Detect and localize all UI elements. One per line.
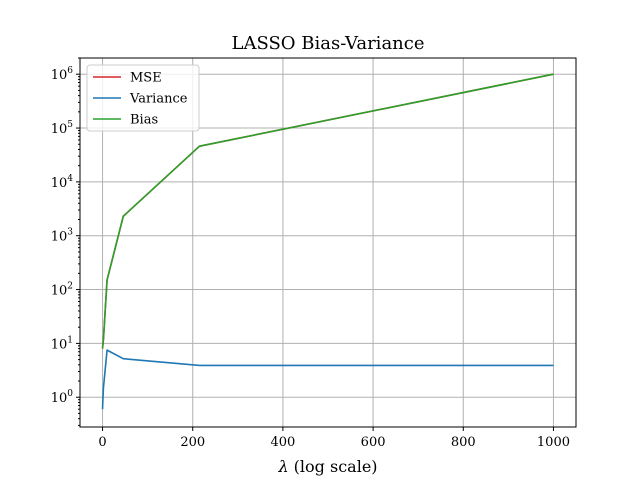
chart-title: LASSO Bias-Variance	[232, 33, 425, 54]
series-line-variance	[101, 349, 554, 410]
x-axis-label-symbol: λ	[277, 457, 288, 476]
y-tick-label: 102	[51, 282, 73, 299]
y-tick-label: 105	[51, 120, 74, 137]
x-tick-label: 0	[98, 435, 106, 450]
x-tick-label: 800	[451, 435, 476, 450]
legend: MSE Variance Bias	[86, 64, 200, 132]
y-axis: 100 101 102 103 104 105 106	[51, 57, 80, 426]
y-tick-label: 103	[51, 228, 74, 245]
x-tick-label: 400	[270, 435, 295, 450]
y-tick-label: 106	[51, 66, 74, 83]
x-tick-label: 600	[361, 435, 386, 450]
legend-label-variance: Variance	[129, 92, 188, 107]
series-layer	[101, 73, 554, 410]
y-tick-label: 100	[51, 389, 74, 406]
legend-label-bias: Bias	[130, 113, 158, 128]
x-axis-label-suffix: (log scale)	[289, 457, 378, 476]
legend-label-mse: MSE	[130, 71, 162, 86]
x-tick-label: 200	[180, 435, 205, 450]
y-tick-label: 101	[51, 335, 73, 352]
series-line-bias	[101, 73, 554, 349]
legend-box	[86, 64, 200, 132]
x-axis-label: λ (log scale)	[277, 457, 377, 476]
y-tick-label: 104	[51, 174, 74, 191]
x-axis: 0 200 400 600 800 1000	[98, 427, 570, 450]
plot-frame	[79, 57, 577, 428]
x-tick-label: 1000	[537, 435, 570, 450]
